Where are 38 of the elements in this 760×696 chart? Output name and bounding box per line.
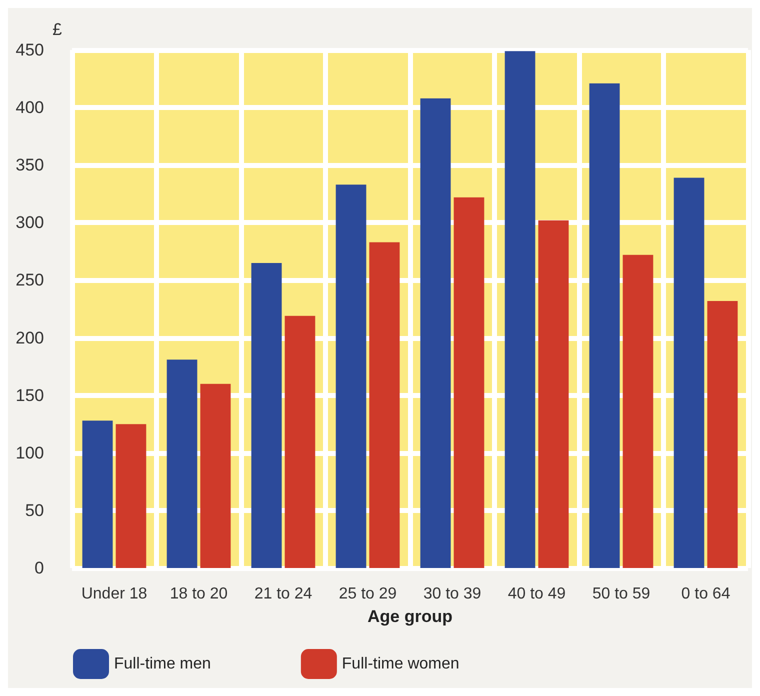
x-tick-label: 25 to 29 (338, 586, 397, 602)
bar (420, 98, 451, 568)
x-tick-label: 30 to 39 (423, 586, 482, 602)
bar (336, 184, 366, 568)
x-tick-label: Under 18 (81, 586, 148, 602)
legend-label: Full-time women (342, 656, 460, 672)
y-tick-label: 250 (16, 270, 44, 290)
bar (538, 220, 569, 568)
bar (674, 178, 704, 568)
y-tick-label: 400 (16, 98, 44, 118)
y-tick-label: 150 (16, 386, 44, 405)
bar (251, 262, 282, 568)
y-tick-label: 200 (16, 328, 44, 348)
x-tick-label: 40 to 49 (508, 586, 566, 602)
y-tick-label: 300 (16, 213, 44, 232)
bar (707, 300, 738, 568)
y-tick-label: 450 (16, 40, 44, 60)
x-axis-title: Age group (368, 607, 452, 626)
bar (82, 420, 113, 568)
y-tick-label: 50 (25, 500, 44, 520)
bar (589, 83, 620, 568)
y-axis-title: £ (52, 20, 63, 39)
x-tick-label: 18 to 20 (170, 586, 228, 602)
x-tick-label: 50 to 59 (592, 586, 650, 602)
x-tick-label: 21 to 24 (254, 586, 312, 602)
bar (116, 424, 146, 568)
bar (454, 197, 484, 568)
y-tick-label: 0 (34, 558, 44, 578)
bar (200, 384, 231, 568)
x-tick-label: 0 to 64 (681, 586, 730, 602)
y-tick-label: 100 (16, 443, 44, 462)
bar (284, 316, 316, 568)
y-tick-label: 350 (16, 156, 44, 175)
bar (166, 360, 198, 568)
bar (369, 242, 400, 568)
legend-label: Full-time men (114, 656, 211, 672)
bar (622, 254, 654, 568)
bar (504, 51, 536, 568)
